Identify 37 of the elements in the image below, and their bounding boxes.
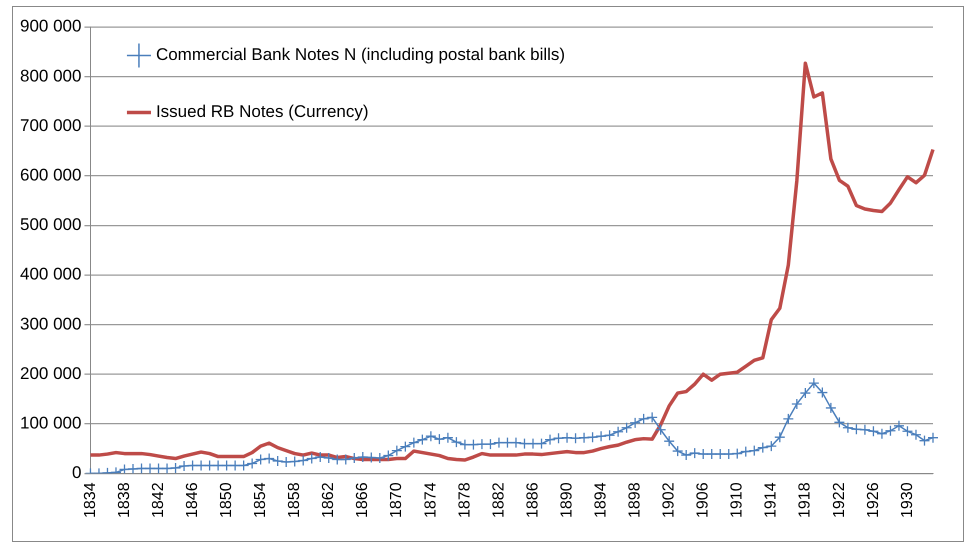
y-tick-label: 800 000 bbox=[20, 66, 82, 86]
x-tick-label: 1898 bbox=[626, 482, 644, 518]
x-tick-label: 1882 bbox=[490, 482, 508, 518]
x-tick-label: 1874 bbox=[422, 482, 440, 518]
x-tick-label: 1894 bbox=[592, 482, 610, 518]
x-tick-label: 1834 bbox=[82, 482, 99, 518]
x-tick-label: 1858 bbox=[286, 482, 304, 518]
x-tick-label: 1918 bbox=[796, 482, 814, 518]
y-tick-label: 0 bbox=[72, 463, 82, 482]
y-tick-label: 600 000 bbox=[20, 165, 82, 184]
x-tick-label: 1878 bbox=[456, 482, 474, 518]
x-tick-label: 1906 bbox=[694, 482, 712, 518]
x-tick-label: 1886 bbox=[524, 482, 542, 518]
x-tick-label: 1910 bbox=[728, 482, 746, 518]
x-tick-label: 1922 bbox=[830, 482, 848, 518]
x-tick-label: 1866 bbox=[354, 482, 372, 518]
x-tick-label: 1846 bbox=[184, 482, 201, 518]
x-tick-label: 1842 bbox=[150, 482, 167, 518]
y-tick-label: 200 000 bbox=[20, 364, 82, 383]
legend-label: Commercial Bank Notes N (including postal bank bills) bbox=[156, 45, 566, 64]
x-tick-label: 1838 bbox=[116, 482, 133, 518]
y-tick-label: 400 000 bbox=[20, 264, 82, 284]
y-tick-label: 100 000 bbox=[20, 413, 82, 432]
y-tick-label: 700 000 bbox=[20, 116, 82, 135]
y-tick-label: 300 000 bbox=[20, 314, 82, 334]
x-tick-label: 1902 bbox=[660, 482, 678, 518]
x-tick-label: 1930 bbox=[898, 482, 916, 518]
x-tick-label: 1926 bbox=[864, 482, 882, 518]
legend-label: Issued RB Notes (Currency) bbox=[156, 102, 369, 122]
x-tick-label: 1870 bbox=[388, 482, 406, 518]
x-tick-label: 1850 bbox=[218, 482, 236, 518]
y-tick-label: 900 000 bbox=[20, 16, 82, 36]
x-tick-label: 1854 bbox=[252, 482, 270, 518]
x-tick-label: 1890 bbox=[558, 482, 576, 518]
x-tick-label: 1862 bbox=[320, 482, 338, 518]
x-tick-label: 1914 bbox=[762, 482, 780, 518]
y-tick-label: 500 000 bbox=[20, 215, 82, 234]
